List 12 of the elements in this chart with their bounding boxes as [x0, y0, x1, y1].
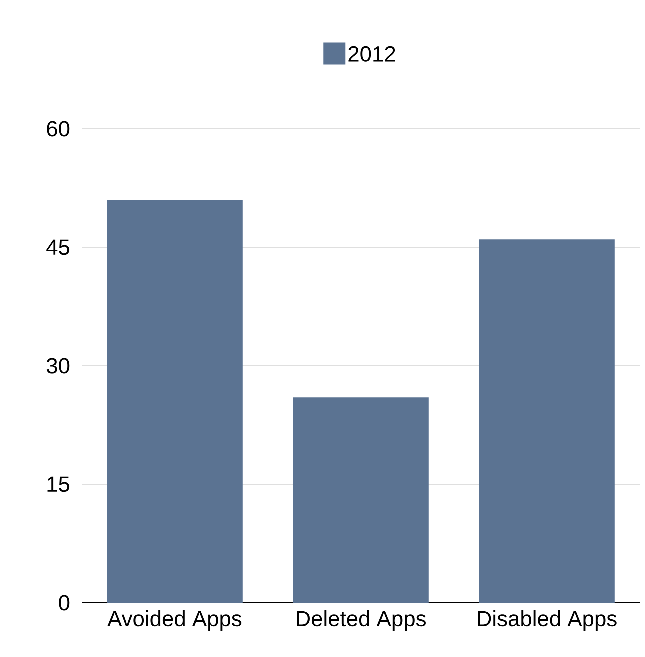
y-tick-label: 45 [46, 240, 70, 256]
legend-label: 2012 [348, 46, 396, 62]
x-tick-label: Deleted Apps [297, 610, 426, 631]
y-tick-label: 0 [59, 595, 70, 611]
bar [479, 240, 615, 603]
x-tick-label: Avoided Apps [108, 610, 242, 631]
bar [107, 200, 243, 603]
x-tick-label: Disabled Apps [478, 610, 617, 631]
y-tick-label: 60 [47, 121, 70, 137]
y-tick-label: 15 [48, 476, 70, 492]
y-tick-label: 30 [46, 358, 70, 374]
bar [293, 398, 429, 603]
